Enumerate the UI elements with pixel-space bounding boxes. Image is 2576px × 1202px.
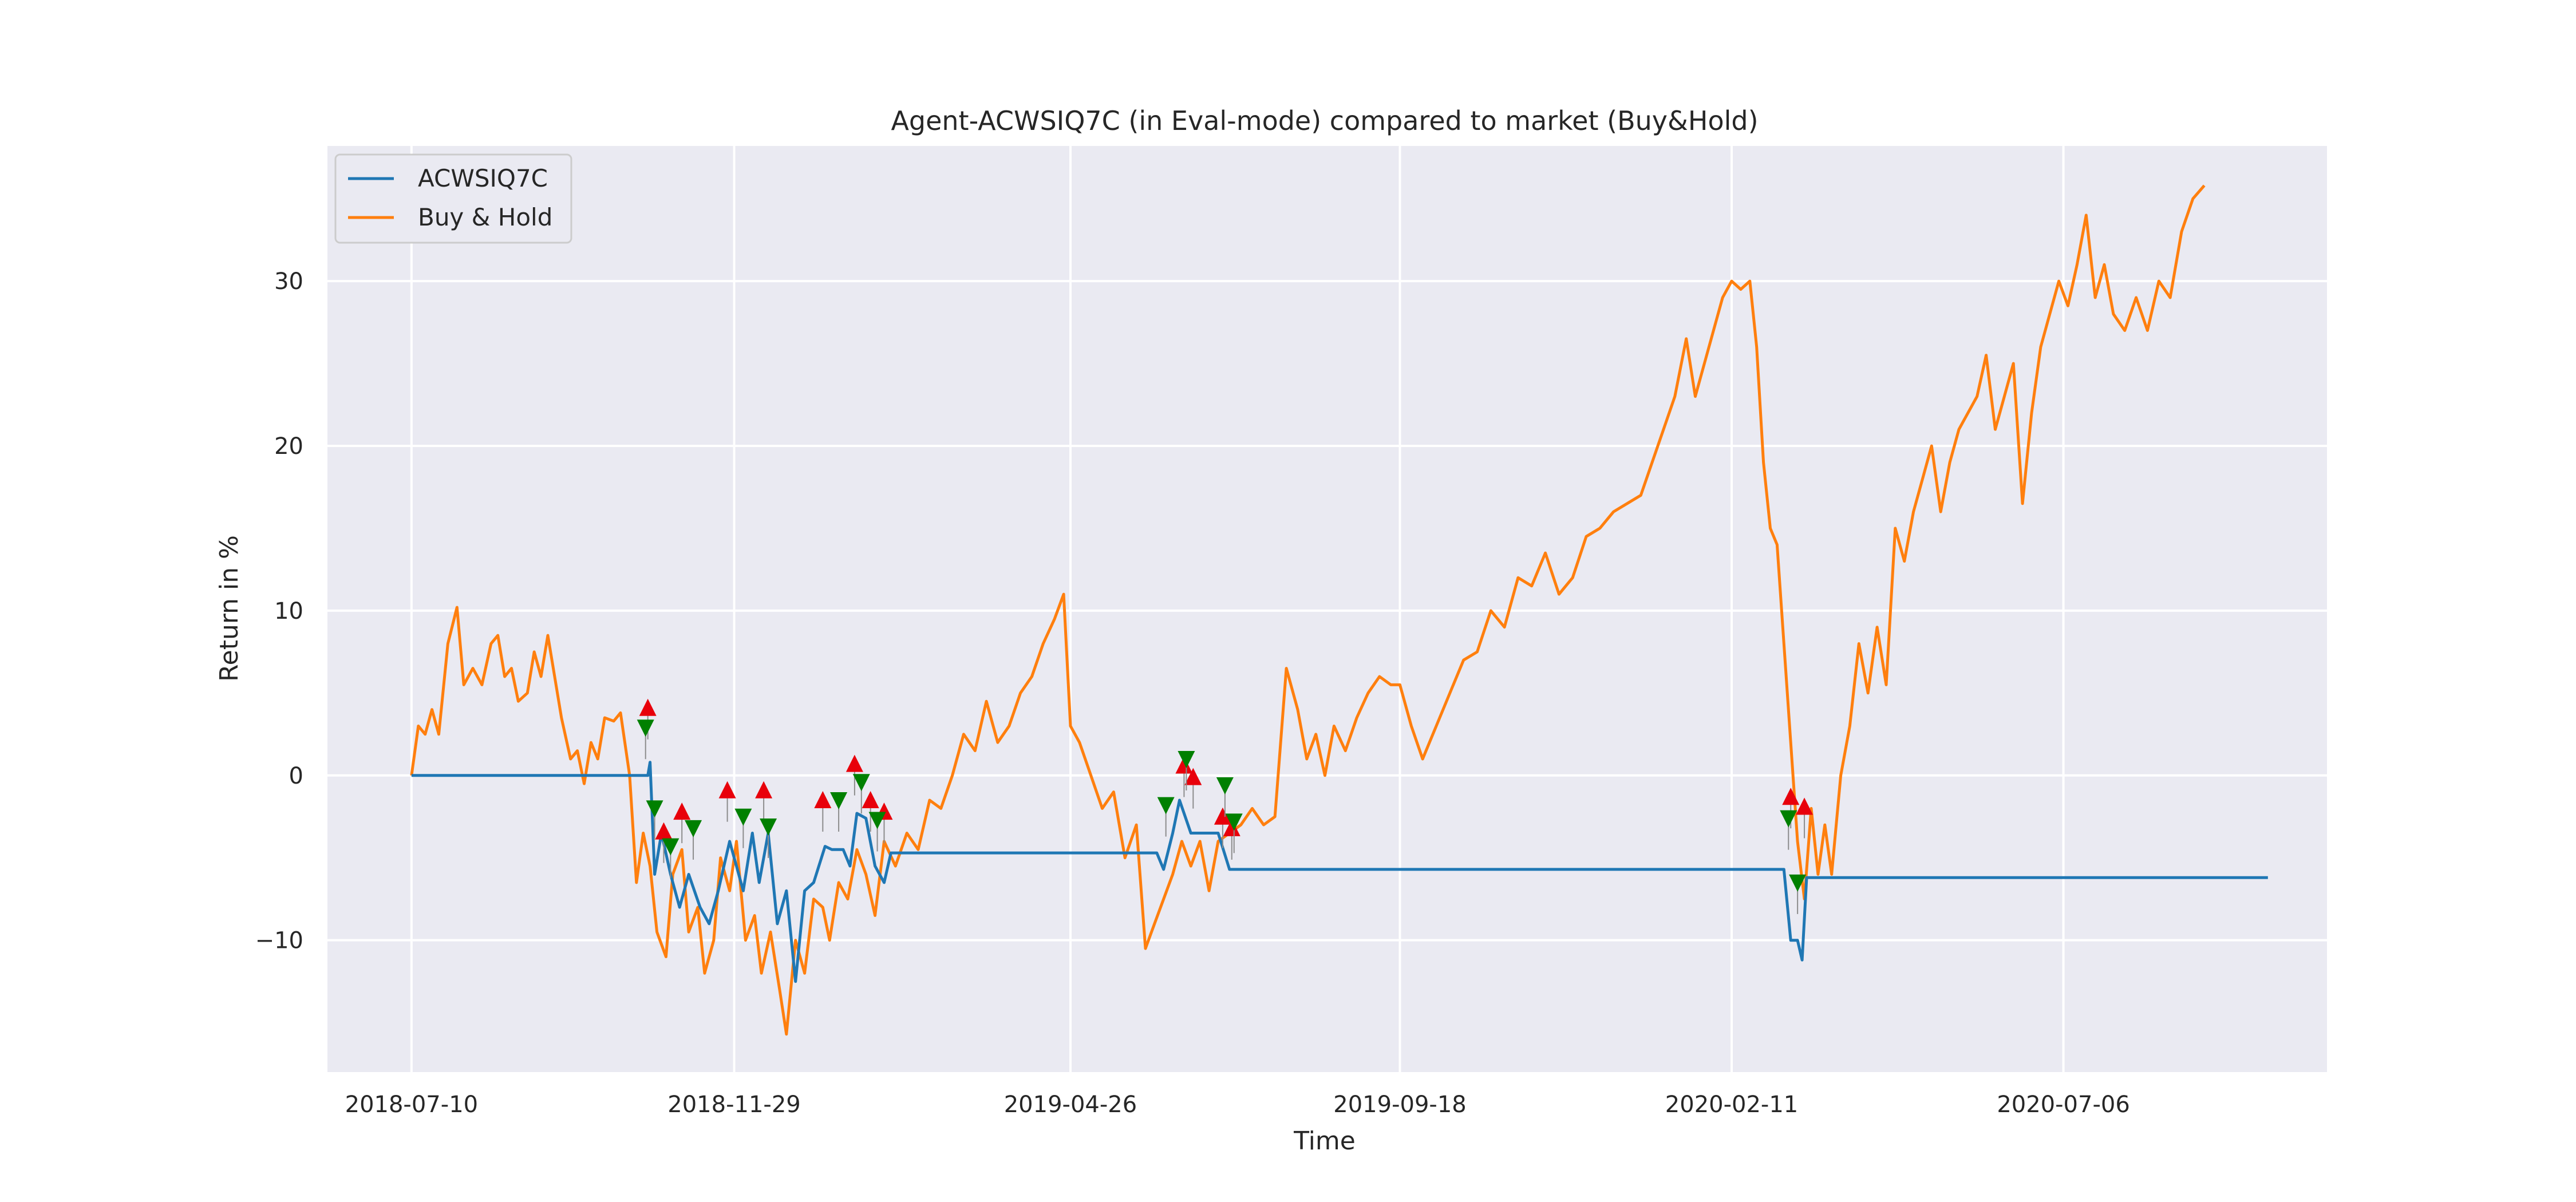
buy-marker (755, 781, 773, 798)
sell-marker (760, 819, 777, 836)
buy-marker (862, 790, 879, 808)
sell-marker (1216, 777, 1234, 795)
buy-marker (1223, 819, 1240, 836)
sell-marker (734, 808, 752, 826)
buy-marker (1175, 756, 1193, 774)
y-tick-label: 20 (274, 433, 303, 460)
legend-label: ACWSIQ7C (418, 164, 548, 192)
y-tick-label: 0 (289, 763, 303, 789)
buy-marker (1796, 797, 1814, 815)
buy-marker (1184, 768, 1202, 785)
sell-marker (852, 774, 870, 792)
trade-markers (637, 698, 1814, 914)
x-tick-label: 2020-07-06 (1997, 1092, 2129, 1118)
y-axis-label: Return in % (215, 535, 244, 682)
legend-box (334, 153, 572, 244)
buy-marker (1214, 807, 1231, 825)
buy-marker (846, 754, 863, 772)
buy-marker (814, 790, 832, 808)
x-tick-label: 2018-07-10 (345, 1092, 478, 1118)
x-tick-label: 2018-11-29 (667, 1092, 800, 1118)
buy-marker (655, 822, 673, 840)
x-tick-label: 2019-04-26 (1004, 1092, 1137, 1118)
sell-marker (1789, 874, 1807, 892)
buy-marker (639, 698, 657, 716)
chart-title: Agent-ACWSIQ7C (in Eval-mode) compared t… (891, 105, 1758, 136)
buy-marker (673, 802, 691, 820)
x-tick-label: 2020-02-11 (1665, 1092, 1798, 1118)
x-axis-label: Time (1293, 1126, 1356, 1156)
sell-marker (830, 792, 848, 809)
sell-marker (1178, 750, 1195, 768)
legend-label: Buy & Hold (418, 203, 552, 231)
sell-marker (646, 800, 663, 818)
sell-marker (1157, 797, 1175, 814)
y-axis-ticks: −10 0 10 20 30 (255, 268, 303, 954)
series-lines (410, 184, 2268, 1036)
x-axis-ticks: 2018-07-10 2018-11-29 2019-04-26 2019-09-18… (345, 1092, 2130, 1118)
buy-marker (718, 781, 736, 798)
sell-marker (1225, 813, 1243, 831)
buy-marker (1782, 788, 1800, 805)
y-tick-label: −10 (255, 928, 303, 954)
y-tick-label: 10 (274, 598, 303, 624)
sell-marker (662, 838, 679, 856)
series-line-acwsiq7c (411, 761, 2268, 983)
plot-area (327, 146, 2327, 1072)
legend: ACWSIQ7C Buy & Hold (334, 153, 572, 244)
sell-marker (868, 812, 886, 829)
y-tick-label: 30 (274, 268, 303, 295)
series-line-buy-hold (410, 184, 2206, 1036)
sell-marker (1780, 810, 1797, 828)
sell-marker (685, 820, 702, 837)
x-tick-label: 2019-09-18 (1333, 1092, 1466, 1118)
sell-marker (637, 719, 654, 737)
